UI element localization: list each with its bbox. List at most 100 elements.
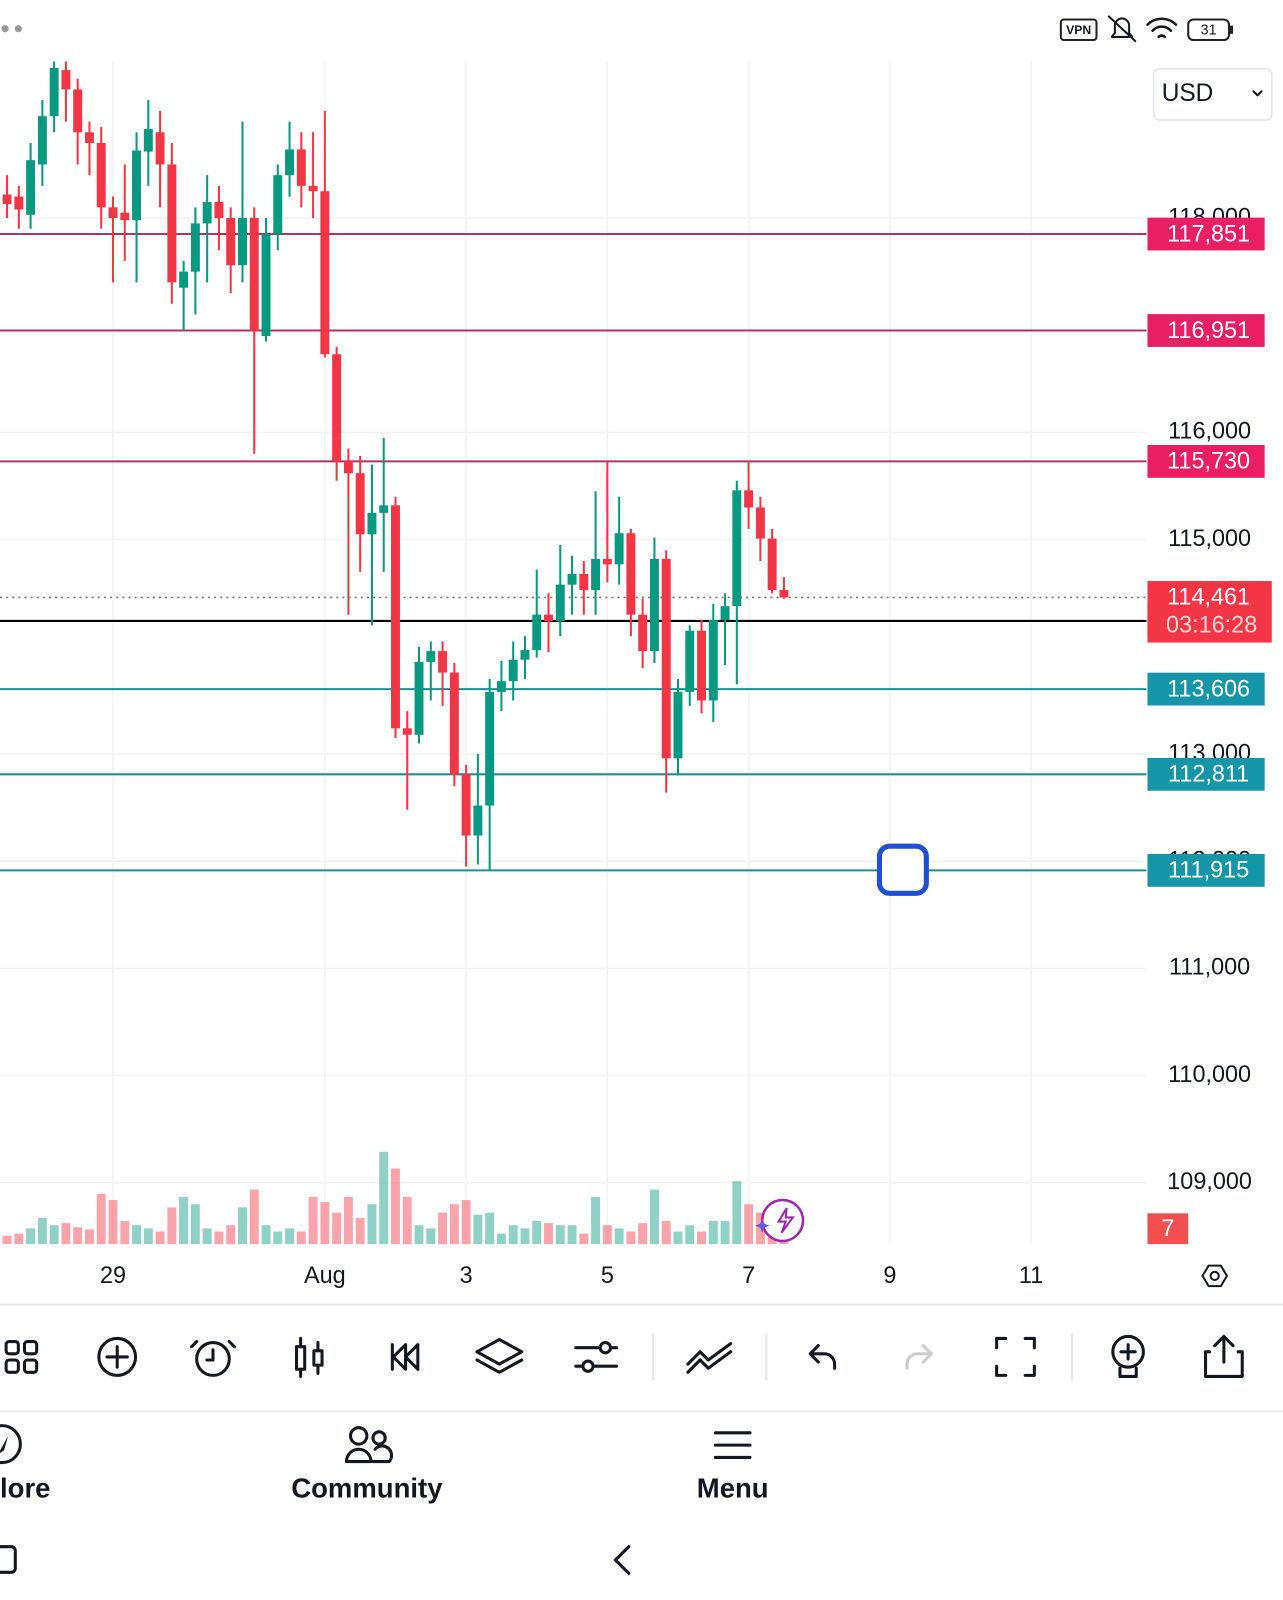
candle-body <box>61 70 71 90</box>
volume-bar <box>555 1225 565 1245</box>
candle-body <box>14 196 24 210</box>
drawing-button[interactable] <box>686 1342 733 1374</box>
candle-body <box>414 661 424 735</box>
volume-bar <box>367 1204 377 1245</box>
candle-body <box>26 160 36 215</box>
candle-body <box>155 132 165 165</box>
volume-bar <box>402 1196 412 1245</box>
ai-sparkle <box>755 1218 770 1233</box>
candle-body <box>697 630 706 701</box>
alert-button[interactable] <box>190 1340 236 1377</box>
current-price-bg <box>1147 581 1272 643</box>
candle-body <box>685 630 695 692</box>
candle-body <box>626 533 636 615</box>
layout-button[interactable] <box>4 1340 39 1374</box>
candle-body <box>485 691 495 806</box>
candle-body <box>73 89 83 133</box>
volume-bar <box>544 1223 553 1245</box>
candle-body <box>308 185 318 192</box>
menu-icon[interactable] <box>713 1431 752 1459</box>
y-tick-label: 110,000 <box>1168 1061 1251 1087</box>
community-icon[interactable] <box>344 1426 394 1464</box>
candle-body <box>426 651 436 662</box>
axis-settings-dot[interactable] <box>1209 1270 1220 1282</box>
system-recents[interactable] <box>0 1545 17 1574</box>
nav-label[interactable]: Menu <box>697 1472 769 1503</box>
toolbar <box>4 1333 1244 1381</box>
currency-dropdown[interactable] <box>1152 67 1273 121</box>
volume-bar <box>108 1200 118 1245</box>
volume-bar <box>237 1207 247 1245</box>
dropdown-caret[interactable] <box>1252 90 1263 97</box>
candle-body <box>179 271 189 288</box>
battery-text: 31 <box>1201 23 1217 39</box>
x-tick-label: 11 <box>1019 1262 1043 1288</box>
volume-bar <box>508 1225 518 1245</box>
volume-bar <box>179 1196 189 1245</box>
layers-button[interactable] <box>475 1337 524 1374</box>
candle-body <box>261 234 271 336</box>
candle-body <box>461 774 471 836</box>
redo-button[interactable] <box>905 1344 933 1370</box>
candle-body <box>237 218 247 266</box>
undo-button[interactable] <box>808 1344 837 1370</box>
y-tick-label: 109,000 <box>1167 1168 1252 1194</box>
nav-label[interactable]: lore <box>0 1472 50 1503</box>
x-tick-label: 7 <box>742 1262 755 1288</box>
volume-bar <box>614 1228 624 1245</box>
idea-button[interactable] <box>1111 1334 1145 1378</box>
volume-bar <box>155 1231 165 1245</box>
y-tick-label: 116,000 <box>1168 418 1251 444</box>
selection-handle[interactable] <box>876 843 929 896</box>
volume-bar <box>391 1168 400 1245</box>
x-tick-label: 5 <box>601 1262 614 1288</box>
candle-body <box>555 584 565 622</box>
candle-body <box>379 505 389 513</box>
volume-bar <box>532 1221 542 1245</box>
price-label-bg <box>1147 672 1265 706</box>
axis-settings[interactable] <box>1201 1264 1228 1288</box>
volume-bar <box>132 1225 142 1245</box>
volume-bar <box>579 1233 589 1245</box>
volume-bar <box>485 1212 495 1245</box>
system-back[interactable] <box>613 1545 631 1575</box>
add-button[interactable] <box>97 1336 138 1377</box>
volume-bar <box>14 1233 24 1245</box>
chart-area[interactable]: 29Aug357911109,000110,000111,000112,0001… <box>0 61 1252 1289</box>
battery-tip <box>1230 25 1234 34</box>
candle-body <box>520 650 530 660</box>
badge-bg <box>1147 1213 1189 1245</box>
y-tick-label: 115,000 <box>1168 525 1251 551</box>
status-dot <box>14 25 22 33</box>
explore-icon[interactable] <box>0 1424 22 1465</box>
volume-bar <box>755 1212 765 1245</box>
fullscreen-button[interactable] <box>995 1336 1036 1377</box>
volume-bar <box>226 1225 236 1245</box>
volume-bar <box>143 1228 153 1245</box>
volume-bar <box>261 1225 271 1245</box>
share-button[interactable] <box>1204 1334 1244 1378</box>
volume-bar <box>214 1231 224 1245</box>
candle-body <box>214 201 224 219</box>
candle-body <box>132 150 142 221</box>
chart-type-button[interactable] <box>295 1336 324 1378</box>
volume-bar <box>673 1231 683 1245</box>
nav-label[interactable]: Community <box>291 1472 443 1503</box>
candle-body <box>108 207 118 219</box>
settings-button[interactable] <box>574 1341 619 1373</box>
volume-bar <box>37 1217 47 1245</box>
volume-bar <box>602 1225 612 1245</box>
ai-bolt[interactable] <box>776 1207 795 1234</box>
x-tick-label: 3 <box>460 1262 473 1288</box>
currency-text[interactable]: USD <box>1162 80 1214 107</box>
mute-icon <box>1107 15 1137 43</box>
volume-bar <box>626 1231 636 1245</box>
candle-body <box>332 354 342 462</box>
candle-body <box>226 218 236 266</box>
volume-bar <box>49 1225 59 1245</box>
candle-body <box>614 533 624 565</box>
replay-button[interactable] <box>390 1343 420 1371</box>
candle-body <box>708 620 718 701</box>
badge-label: 7 <box>1161 1215 1174 1241</box>
